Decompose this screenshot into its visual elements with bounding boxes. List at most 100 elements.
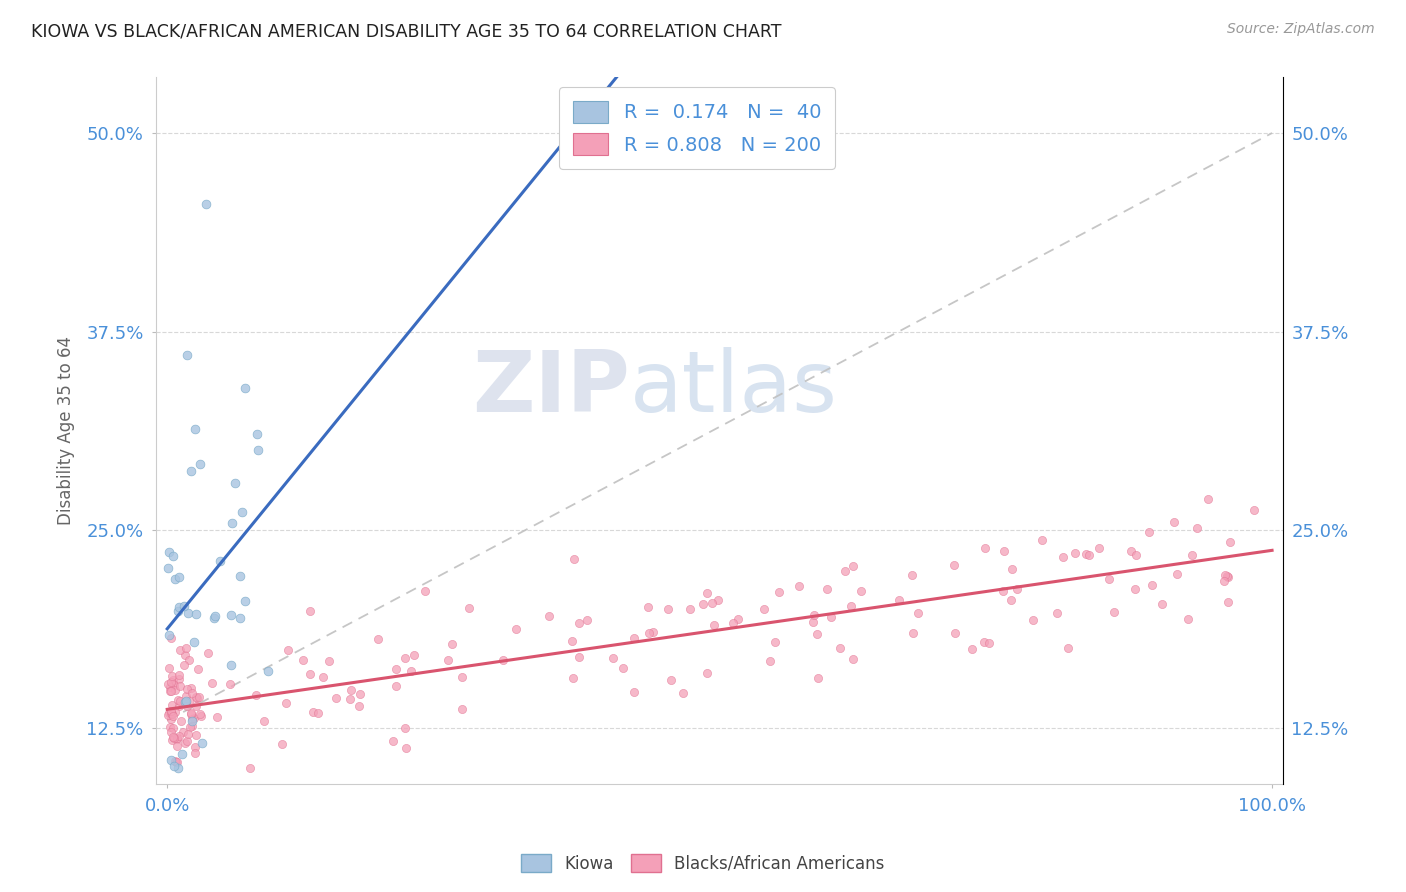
Point bbox=[157, 661, 180, 675]
Point bbox=[233, 381, 256, 395]
Point bbox=[169, 643, 191, 657]
Point bbox=[167, 699, 190, 714]
Point bbox=[204, 608, 226, 623]
Point bbox=[451, 702, 474, 716]
Point bbox=[177, 653, 200, 667]
Point bbox=[174, 648, 197, 663]
Point bbox=[183, 634, 205, 648]
Point bbox=[1121, 544, 1143, 558]
Point bbox=[1181, 548, 1204, 562]
Point bbox=[173, 657, 195, 672]
Legend: R =  0.174   N =  40, R = 0.808   N = 200: R = 0.174 N = 40, R = 0.808 N = 200 bbox=[560, 87, 835, 169]
Point bbox=[623, 631, 645, 645]
Point bbox=[163, 759, 186, 773]
Point bbox=[1123, 582, 1146, 597]
Point bbox=[1052, 549, 1074, 564]
Point bbox=[173, 725, 195, 739]
Point bbox=[160, 725, 183, 739]
Point bbox=[505, 622, 527, 636]
Point bbox=[1000, 592, 1022, 607]
Point bbox=[162, 698, 184, 713]
Y-axis label: Disability Age 35 to 64: Disability Age 35 to 64 bbox=[58, 336, 75, 525]
Point bbox=[1098, 572, 1121, 586]
Point bbox=[612, 660, 634, 674]
Point bbox=[457, 601, 479, 615]
Point bbox=[188, 457, 211, 471]
Point bbox=[162, 549, 184, 564]
Point bbox=[159, 720, 181, 734]
Point bbox=[239, 761, 262, 775]
Point bbox=[174, 736, 197, 750]
Point bbox=[160, 631, 183, 645]
Point bbox=[209, 554, 232, 568]
Point bbox=[162, 673, 184, 688]
Point bbox=[820, 610, 842, 624]
Point bbox=[167, 761, 190, 775]
Point bbox=[1022, 613, 1045, 627]
Point bbox=[1005, 582, 1028, 596]
Point bbox=[834, 564, 856, 578]
Point bbox=[184, 740, 207, 755]
Point bbox=[157, 627, 180, 641]
Point bbox=[181, 712, 204, 726]
Point bbox=[183, 746, 205, 760]
Point bbox=[367, 632, 389, 646]
Point bbox=[1212, 574, 1234, 589]
Point bbox=[1001, 562, 1024, 576]
Point bbox=[169, 680, 191, 694]
Point bbox=[253, 714, 276, 728]
Text: Source: ZipAtlas.com: Source: ZipAtlas.com bbox=[1227, 22, 1375, 37]
Point bbox=[415, 584, 437, 599]
Point bbox=[402, 648, 425, 662]
Point bbox=[166, 755, 188, 769]
Point bbox=[339, 692, 361, 706]
Point bbox=[679, 601, 702, 615]
Point bbox=[233, 594, 256, 608]
Point bbox=[568, 650, 591, 665]
Point bbox=[157, 707, 180, 722]
Point bbox=[162, 707, 184, 722]
Point bbox=[723, 616, 745, 631]
Point bbox=[163, 677, 186, 691]
Point bbox=[973, 634, 995, 648]
Point bbox=[183, 711, 205, 725]
Legend: Kiowa, Blacks/African Americans: Kiowa, Blacks/African Americans bbox=[515, 847, 891, 880]
Point bbox=[167, 672, 190, 686]
Point bbox=[1166, 567, 1188, 582]
Point bbox=[157, 677, 180, 691]
Point bbox=[221, 516, 243, 531]
Point bbox=[702, 596, 724, 610]
Point bbox=[162, 731, 184, 746]
Point bbox=[197, 646, 219, 660]
Point bbox=[602, 651, 624, 665]
Point bbox=[307, 706, 329, 721]
Text: KIOWA VS BLACK/AFRICAN AMERICAN DISABILITY AGE 35 TO 64 CORRELATION CHART: KIOWA VS BLACK/AFRICAN AMERICAN DISABILI… bbox=[31, 22, 782, 40]
Point bbox=[576, 613, 599, 627]
Point bbox=[759, 654, 782, 668]
Point bbox=[221, 658, 243, 673]
Point bbox=[186, 691, 208, 706]
Point bbox=[696, 585, 718, 599]
Point bbox=[247, 443, 270, 458]
Point bbox=[492, 653, 515, 667]
Point bbox=[807, 671, 830, 685]
Point bbox=[801, 615, 824, 629]
Point bbox=[165, 683, 187, 698]
Point bbox=[1137, 525, 1160, 540]
Point bbox=[901, 568, 924, 582]
Point bbox=[162, 677, 184, 691]
Point bbox=[292, 653, 315, 667]
Point bbox=[1142, 578, 1164, 592]
Point bbox=[157, 560, 180, 574]
Point bbox=[692, 597, 714, 611]
Point bbox=[815, 582, 838, 597]
Point bbox=[174, 695, 197, 709]
Point bbox=[1243, 503, 1265, 517]
Point bbox=[176, 348, 198, 362]
Point bbox=[562, 671, 585, 685]
Point bbox=[568, 616, 591, 631]
Point bbox=[169, 668, 191, 682]
Point bbox=[162, 730, 184, 744]
Point bbox=[561, 634, 583, 648]
Point bbox=[325, 690, 347, 705]
